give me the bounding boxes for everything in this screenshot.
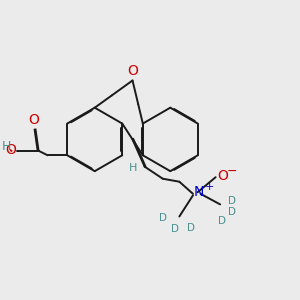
Text: O: O (127, 64, 138, 78)
Text: N: N (194, 185, 204, 199)
Text: D: D (187, 223, 195, 232)
Text: −: − (227, 165, 238, 178)
Text: D: D (228, 207, 236, 217)
Text: O: O (217, 169, 228, 183)
Text: O: O (28, 112, 40, 127)
Text: +: + (204, 182, 214, 192)
Text: O: O (6, 143, 16, 157)
Text: D: D (171, 224, 179, 234)
Text: D: D (159, 213, 167, 223)
Text: H: H (2, 140, 11, 153)
Text: H: H (129, 163, 137, 173)
Text: D: D (228, 196, 236, 206)
Text: D: D (218, 217, 226, 226)
